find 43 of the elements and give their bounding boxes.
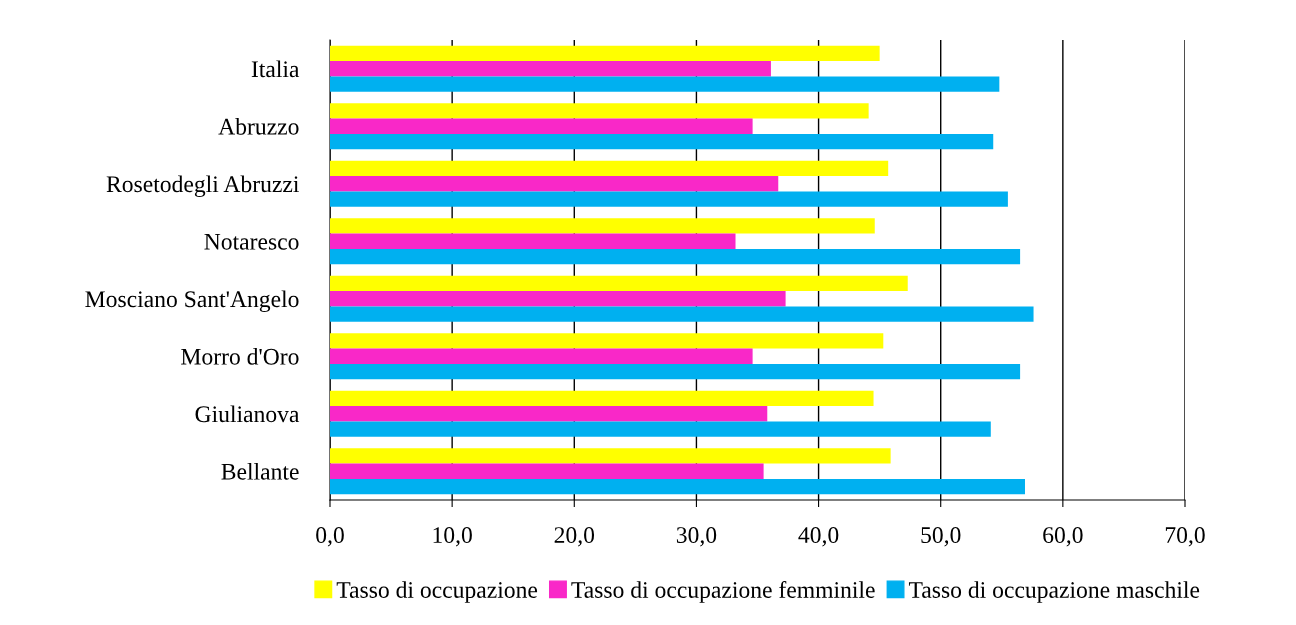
bar bbox=[330, 448, 891, 464]
x-tick-label: 0,0 bbox=[316, 527, 344, 547]
bar bbox=[330, 118, 753, 134]
bar bbox=[330, 478, 1025, 495]
x-tick-label: 20,0 bbox=[554, 527, 595, 547]
bar bbox=[330, 406, 768, 422]
bar bbox=[330, 363, 1021, 380]
x-tick-label: 60,0 bbox=[1043, 527, 1083, 547]
y-tick-label: Notaresco bbox=[204, 233, 299, 250]
bar bbox=[330, 348, 753, 364]
bar bbox=[330, 421, 991, 437]
bar bbox=[330, 133, 994, 150]
bar bbox=[330, 390, 874, 407]
bar bbox=[330, 291, 786, 307]
y-tick-label: Abruzzo bbox=[218, 118, 299, 135]
bar bbox=[330, 160, 889, 177]
x-tick-label: 70,0 bbox=[1165, 527, 1205, 547]
bar bbox=[330, 176, 779, 192]
bar bbox=[330, 103, 869, 119]
bar bbox=[330, 248, 1021, 265]
bar bbox=[330, 218, 875, 234]
y-tick-label: Morro d'Oro bbox=[181, 348, 299, 365]
bar bbox=[330, 61, 771, 77]
legend-label: Tasso di occupazione maschile bbox=[908, 581, 1200, 603]
y-tick-label: Italia bbox=[251, 60, 300, 78]
bar bbox=[330, 306, 1034, 322]
bar bbox=[330, 463, 764, 479]
y-tick-label: Bellante bbox=[221, 463, 299, 480]
x-tick-label: 50,0 bbox=[921, 527, 961, 547]
y-tick-label: Giulianova bbox=[195, 405, 300, 423]
x-tick-label: 40,0 bbox=[798, 527, 839, 547]
y-tick-label: Rosetodegli Abruzzi bbox=[106, 175, 299, 198]
bar bbox=[330, 191, 1008, 207]
bar bbox=[330, 333, 884, 349]
bar bbox=[330, 45, 880, 62]
bar bbox=[330, 233, 736, 249]
bar bbox=[330, 76, 1000, 92]
legend-label: Tasso di occupazione bbox=[336, 581, 538, 603]
y-tick-label: Mosciano Sant'Angelo bbox=[85, 290, 299, 313]
x-tick-label: 30,0 bbox=[676, 527, 717, 547]
x-tick-label: 10,0 bbox=[433, 527, 472, 547]
bar bbox=[330, 275, 908, 292]
legend-label: Tasso di occupazione femminile bbox=[571, 581, 875, 603]
